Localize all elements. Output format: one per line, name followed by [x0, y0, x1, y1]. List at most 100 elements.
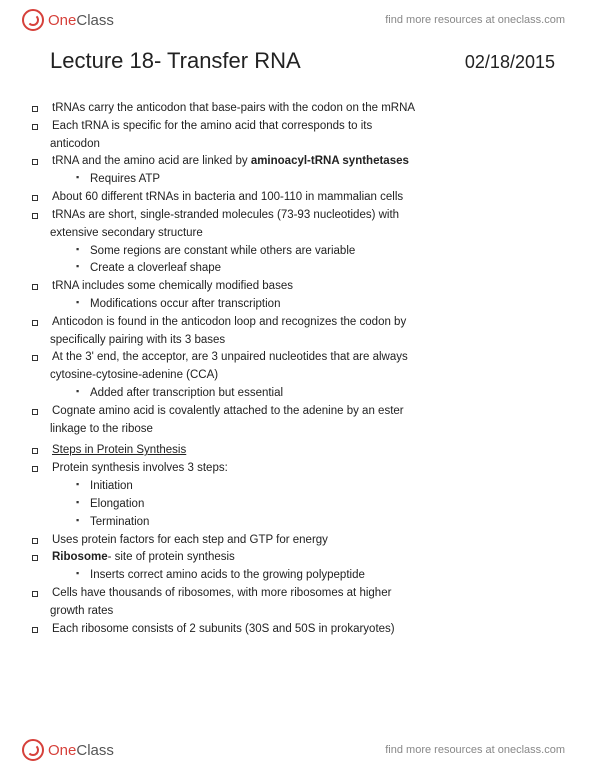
bullet: At the 3' end, the acceptor, are 3 unpai…: [50, 349, 555, 367]
bullet: Uses protein factors for each step and G…: [50, 532, 555, 550]
line-text: Termination: [90, 516, 149, 528]
text-part: Create a cloverleaf shape: [90, 262, 221, 274]
line-text: Steps in Protein Synthesis: [50, 442, 555, 460]
sub-bullet: Added after transcription but essential: [50, 385, 555, 403]
notes-content: tRNAs carry the anticodon that base-pair…: [50, 100, 555, 638]
page-header: OneClass find more resources at oneclass…: [0, 0, 595, 40]
line-text: tRNA and the amino acid are linked by am…: [50, 153, 555, 171]
line-text: growth rates: [50, 605, 113, 617]
text-part: Added after transcription but essential: [90, 387, 283, 399]
brand-logo: OneClass: [22, 9, 114, 31]
text-part: Anticodon is found in the anticodon loop…: [52, 316, 406, 328]
text-part: tRNAs are short, single-stranded molecul…: [52, 209, 399, 221]
text-part: anticodon: [50, 138, 100, 150]
wrap-line: specifically pairing with its 3 bases: [50, 332, 555, 350]
text-part: tRNA and the amino acid are linked by: [52, 155, 251, 167]
text-part: Some regions are constant while others a…: [90, 245, 355, 257]
bullet: Each tRNA is specific for the amino acid…: [50, 118, 555, 136]
find-resources-link-bottom[interactable]: find more resources at oneclass.com: [385, 744, 565, 756]
text-part: Each tRNA is specific for the amino acid…: [52, 120, 372, 132]
line-text: At the 3' end, the acceptor, are 3 unpai…: [50, 349, 555, 367]
bullet: Anticodon is found in the anticodon loop…: [50, 314, 555, 332]
text-part: extensive secondary structure: [50, 227, 203, 239]
title-row: Lecture 18- Transfer RNA 02/18/2015: [50, 48, 555, 74]
sub-bullet: Initiation: [50, 478, 555, 496]
text-part: tRNA includes some chemically modified b…: [52, 280, 293, 292]
line-text: tRNAs are short, single-stranded molecul…: [50, 207, 555, 225]
line-text: Modifications occur after transcription: [90, 298, 280, 310]
text-part: Modifications occur after transcription: [90, 298, 280, 310]
brand-logo-footer: OneClass: [22, 739, 114, 761]
sub-bullet: Elongation: [50, 496, 555, 514]
line-text: Some regions are constant while others a…: [90, 245, 355, 257]
bullet: tRNA includes some chemically modified b…: [50, 278, 555, 296]
sub-bullet: Some regions are constant while others a…: [50, 243, 555, 261]
bullet: Each ribosome consists of 2 subunits (30…: [50, 621, 555, 639]
text-part: - site of protein synthesis: [108, 551, 235, 563]
text-part: specifically pairing with its 3 bases: [50, 334, 225, 346]
line-text: Initiation: [90, 480, 133, 492]
lecture-title: Lecture 18- Transfer RNA: [50, 48, 301, 74]
find-resources-link-top[interactable]: find more resources at oneclass.com: [385, 14, 565, 26]
line-text: Requires ATP: [90, 173, 160, 185]
page-body: Lecture 18- Transfer RNA 02/18/2015 tRNA…: [50, 48, 555, 722]
line-text: cytosine-cytosine-adenine (CCA): [50, 369, 218, 381]
brand-logo-text: OneClass: [48, 12, 114, 29]
line-text: Cognate amino acid is covalently attache…: [50, 403, 555, 421]
text-part: Protein synthesis involves 3 steps:: [52, 462, 228, 474]
line-text: extensive secondary structure: [50, 227, 203, 239]
line-text: Added after transcription but essential: [90, 387, 283, 399]
brand-logo-text-footer: OneClass: [48, 742, 114, 759]
brand-class-footer: Class: [76, 742, 114, 759]
bullet: tRNA and the amino acid are linked by am…: [50, 153, 555, 171]
line-text: tRNA includes some chemically modified b…: [50, 278, 555, 296]
text-part: linkage to the ribose: [50, 423, 153, 435]
line-text: Create a cloverleaf shape: [90, 262, 221, 274]
brand-logo-icon: [22, 9, 44, 31]
text-part: Inserts correct amino acids to the growi…: [90, 569, 365, 581]
text-part: Cells have thousands of ribosomes, with …: [52, 587, 391, 599]
text-part: Uses protein factors for each step and G…: [52, 534, 328, 546]
line-text: Inserts correct amino acids to the growi…: [90, 569, 365, 581]
bullet: tRNAs carry the anticodon that base-pair…: [50, 100, 555, 118]
lecture-date: 02/18/2015: [465, 52, 555, 73]
text-part: Requires ATP: [90, 173, 160, 185]
bullet: Cognate amino acid is covalently attache…: [50, 403, 555, 421]
text-part: Each ribosome consists of 2 subunits (30…: [52, 623, 395, 635]
line-text: specifically pairing with its 3 bases: [50, 334, 225, 346]
text-part: Initiation: [90, 480, 133, 492]
text-part: tRNAs carry the anticodon that base-pair…: [52, 102, 415, 114]
text-part: Elongation: [90, 498, 144, 510]
line-text: Cells have thousands of ribosomes, with …: [50, 585, 555, 603]
bullet: About 60 different tRNAs in bacteria and…: [50, 189, 555, 207]
sub-bullet: Modifications occur after transcription: [50, 296, 555, 314]
sub-bullet: Inserts correct amino acids to the growi…: [50, 567, 555, 585]
text-part: Termination: [90, 516, 149, 528]
line-text: Uses protein factors for each step and G…: [50, 532, 555, 550]
line-text: Protein synthesis involves 3 steps:: [50, 460, 555, 478]
line-text: Each tRNA is specific for the amino acid…: [50, 118, 555, 136]
text-part: aminoacyl-tRNA synthetases: [251, 155, 409, 167]
wrap-line: extensive secondary structure: [50, 225, 555, 243]
text-part: growth rates: [50, 605, 113, 617]
wrap-line: cytosine-cytosine-adenine (CCA): [50, 367, 555, 385]
line-text: About 60 different tRNAs in bacteria and…: [50, 189, 555, 207]
line-text: Elongation: [90, 498, 144, 510]
sub-bullet: Create a cloverleaf shape: [50, 260, 555, 278]
line-text: Each ribosome consists of 2 subunits (30…: [50, 621, 555, 639]
bullet: Steps in Protein Synthesis: [50, 442, 555, 460]
page-footer: OneClass find more resources at oneclass…: [0, 730, 595, 770]
wrap-line: growth rates: [50, 603, 555, 621]
sub-bullet: Requires ATP: [50, 171, 555, 189]
brand-class: Class: [76, 12, 114, 29]
text-part: cytosine-cytosine-adenine (CCA): [50, 369, 218, 381]
wrap-line: anticodon: [50, 136, 555, 154]
bullet: Ribosome- site of protein synthesis: [50, 549, 555, 567]
text-part: Cognate amino acid is covalently attache…: [52, 405, 404, 417]
text-part: About 60 different tRNAs in bacteria and…: [52, 191, 403, 203]
text-part: Steps in Protein Synthesis: [52, 444, 186, 456]
line-text: anticodon: [50, 138, 100, 150]
bullet: tRNAs are short, single-stranded molecul…: [50, 207, 555, 225]
line-text: Anticodon is found in the anticodon loop…: [50, 314, 555, 332]
brand-logo-icon-footer: [22, 739, 44, 761]
